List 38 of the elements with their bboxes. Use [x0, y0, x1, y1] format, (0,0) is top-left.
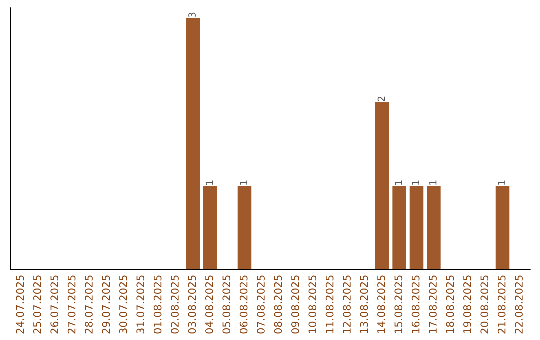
x-tick-label: 28.07.2025	[85, 276, 93, 334]
x-tick-label: 24.07.2025	[16, 276, 24, 334]
x-tick-label: 04.08.2025	[205, 276, 214, 334]
data-label: 1	[498, 180, 506, 185]
x-tick-label: 30.07.2025	[119, 276, 128, 334]
x-tick-label: 01.08.2025	[154, 276, 162, 334]
data-label: 1	[395, 180, 402, 185]
data-label: 1	[206, 180, 214, 185]
x-tick-label: 03.08.2025	[188, 276, 196, 334]
x-tick-label: 11.08.2025	[326, 276, 334, 334]
data-label: 1	[430, 180, 437, 185]
x-tick-label: 19.08.2025	[464, 276, 472, 334]
x-tick-label: 18.08.2025	[446, 276, 454, 334]
x-tick-label: 16.08.2025	[412, 276, 420, 334]
data-label: 1	[240, 180, 248, 185]
x-tick-label: 09.08.2025	[291, 276, 300, 334]
x-tick-label: 13.08.2025	[360, 276, 368, 334]
data-label: 3	[188, 12, 196, 18]
x-tick-label: 31.07.2025	[136, 276, 145, 334]
x-tick-label: 12.08.2025	[343, 276, 351, 334]
x-tick-label: 26.07.2025	[50, 276, 59, 334]
x-tick-label: 08.08.2025	[274, 276, 282, 334]
x-tick-label: 25.07.2025	[33, 276, 42, 334]
data-label: 2	[378, 96, 386, 102]
x-tick-label: 27.07.2025	[68, 276, 76, 334]
x-tick-label: 21.08.2025	[498, 276, 506, 334]
x-tick-label: 02.08.2025	[171, 276, 179, 334]
x-tick-label: 05.08.2025	[222, 276, 231, 334]
x-tick-label: 14.08.2025	[377, 276, 386, 334]
x-tick-label: 29.07.2025	[102, 276, 110, 334]
x-tick-label: 06.08.2025	[240, 276, 248, 334]
x-tick-label: 22.08.2025	[515, 276, 523, 334]
x-tick-label: 07.08.2025	[257, 276, 265, 334]
x-tick-label: 10.08.2025	[308, 276, 317, 334]
x-tick-label: 20.08.2025	[480, 276, 489, 334]
x-tick-label: 15.08.2025	[394, 276, 403, 334]
data-label: 1	[412, 180, 420, 185]
x-tick-label: 17.08.2025	[429, 276, 437, 334]
